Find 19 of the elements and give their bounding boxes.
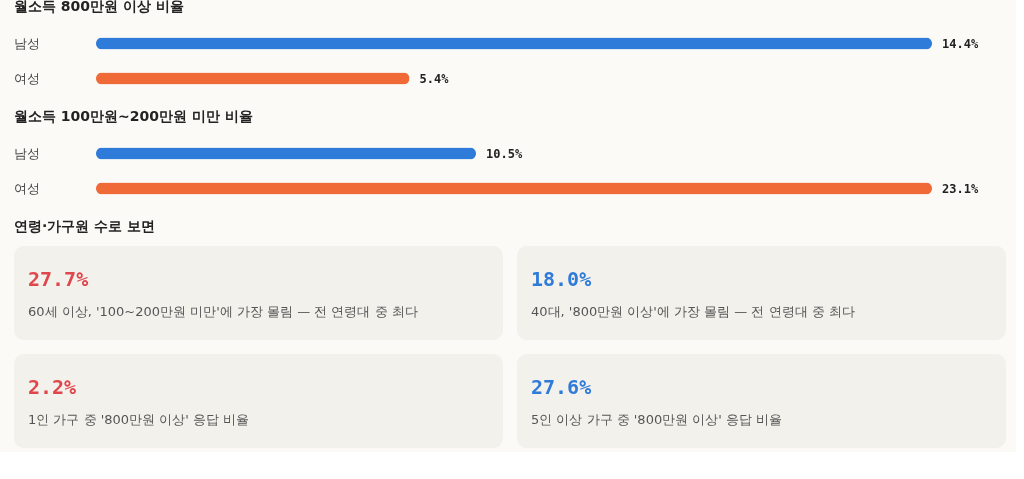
y-tick-label: 여성 [14,180,40,196]
text: 5인 이상 가구 중 '800만원 이상' 응답 비율 [531,412,783,427]
text: 연령·가구원 수로 보면 [14,218,156,234]
text: 1인 가구 중 '800만원 이상' 응답 비율 [28,412,250,427]
y-tick-label: 남성 [14,35,40,51]
data-label: 14.4% [942,36,979,51]
text: 60세 이상, '100~200만원 미만'에 가장 몰림 — 전 연령대 중 최다 [28,304,418,319]
data-label: 23.1% [942,181,979,196]
data-label: 10.5% [486,146,523,161]
text: 27.7% [28,267,89,291]
chart-title: 월소득 800만원 이상 비율 [14,0,184,14]
text: 40대, '800만원 이상'에 가장 몰림 — 전 연령대 중 최다 [531,304,855,319]
text: 18.0% [531,267,592,291]
y-tick-label: 여성 [14,70,40,86]
text: 27.6% [531,375,592,399]
text: 2.2% [28,375,77,399]
data-label: 5.4% [419,71,450,86]
chart-title: 월소득 100만원~200만원 미만 비율 [14,108,253,124]
y-tick-label: 남성 [14,145,40,161]
